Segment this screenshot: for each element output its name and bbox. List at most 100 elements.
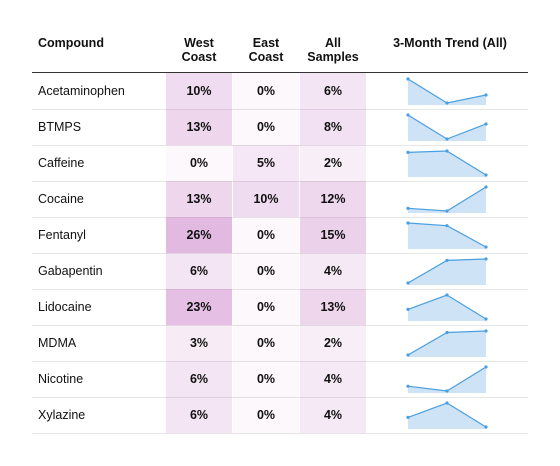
sparkline-point bbox=[445, 293, 449, 297]
sparkline-area bbox=[408, 331, 486, 357]
cell-compound: Acetaminophen bbox=[38, 84, 125, 98]
cell-east: 0% bbox=[233, 253, 299, 289]
sparkline-point bbox=[484, 122, 488, 126]
sparkline-point bbox=[484, 329, 488, 333]
sparkline-point bbox=[484, 185, 488, 189]
cell-east: 0% bbox=[233, 397, 299, 433]
trend-sparkline bbox=[406, 329, 488, 357]
cell-east: 5% bbox=[233, 145, 299, 181]
trend-sparkline bbox=[406, 293, 488, 321]
sparkline-area bbox=[408, 187, 486, 213]
table-row: Acetaminophen 10% 0% 6% bbox=[32, 73, 528, 110]
cell-west: 6% bbox=[166, 361, 232, 397]
cell-compound: BTMPS bbox=[38, 120, 82, 134]
header-trend: 3-Month Trend (All) bbox=[393, 36, 507, 50]
sparkline-point bbox=[445, 258, 449, 262]
sparkline-point bbox=[445, 149, 449, 153]
cell-east: 10% bbox=[233, 181, 299, 217]
table-row: Nicotine 6% 0% 4% bbox=[32, 361, 528, 398]
trend-sparkline bbox=[406, 185, 488, 213]
sparkline-point bbox=[406, 77, 410, 81]
cell-east: 0% bbox=[233, 325, 299, 361]
cell-all: 8% bbox=[300, 109, 366, 145]
sparkline-point bbox=[445, 330, 449, 335]
sparkline-area bbox=[408, 151, 486, 177]
cell-all: 6% bbox=[300, 73, 366, 109]
table-row: Caffeine 0% 5% 2% bbox=[32, 145, 528, 182]
header-east-coast: East Coast bbox=[233, 36, 299, 64]
sparkline-area bbox=[408, 115, 486, 141]
header-west-coast: West Coast bbox=[166, 36, 232, 64]
cell-east: 0% bbox=[233, 73, 299, 109]
table-header: Compound West Coast East Coast All Sampl… bbox=[32, 24, 528, 73]
sparkline-area bbox=[408, 259, 486, 285]
cell-all: 4% bbox=[300, 397, 366, 433]
sparkline-area bbox=[408, 79, 486, 105]
cell-all: 12% bbox=[300, 181, 366, 217]
cell-west: 13% bbox=[166, 109, 232, 145]
cell-west: 13% bbox=[166, 181, 232, 217]
cell-all: 4% bbox=[300, 361, 366, 397]
trend-sparkline bbox=[406, 401, 488, 429]
table-row: Lidocaine 23% 0% 13% bbox=[32, 289, 528, 326]
cell-east: 0% bbox=[233, 109, 299, 145]
trend-sparkline bbox=[406, 113, 488, 141]
cell-west: 3% bbox=[166, 325, 232, 361]
table-row: MDMA 3% 0% 2% bbox=[32, 325, 528, 362]
sparkline-point bbox=[445, 389, 449, 393]
sparkline-point bbox=[484, 93, 488, 97]
sparkline-area bbox=[408, 295, 486, 321]
cell-west: 26% bbox=[166, 217, 232, 253]
sparkline-point bbox=[406, 113, 410, 117]
cell-compound: Cocaine bbox=[38, 192, 84, 206]
sparkline-point bbox=[484, 425, 488, 429]
cell-east: 0% bbox=[233, 361, 299, 397]
header-west-line2: Coast bbox=[181, 50, 217, 64]
cell-compound: Nicotine bbox=[38, 372, 84, 386]
cell-west: 6% bbox=[166, 397, 232, 433]
cell-compound: Caffeine bbox=[38, 156, 85, 170]
sparkline-area bbox=[408, 367, 486, 393]
sparkline-point bbox=[445, 137, 449, 141]
sparkline-area bbox=[408, 223, 486, 249]
cell-all: 2% bbox=[300, 145, 366, 181]
table-row: Fentanyl 26% 0% 15% bbox=[32, 217, 528, 254]
header-all-samples: All Samples bbox=[300, 36, 366, 64]
table-row: BTMPS 13% 0% 8% bbox=[32, 109, 528, 146]
sparkline-point bbox=[406, 150, 410, 154]
cell-west: 0% bbox=[166, 145, 232, 181]
cell-compound: Lidocaine bbox=[38, 300, 92, 314]
sparkline-point bbox=[406, 353, 410, 357]
sparkline-point bbox=[406, 384, 410, 388]
sparkline-point bbox=[406, 307, 410, 311]
sparkline-point bbox=[445, 101, 449, 105]
cell-west: 6% bbox=[166, 253, 232, 289]
table-row: Gabapentin 6% 0% 4% bbox=[32, 253, 528, 290]
cell-west: 10% bbox=[166, 73, 232, 109]
sparkline-point bbox=[484, 257, 488, 261]
trend-sparkline bbox=[406, 257, 488, 285]
sparkline-point bbox=[445, 401, 449, 405]
sparkline-point bbox=[445, 209, 449, 213]
sparkline-point bbox=[484, 317, 488, 321]
sparkline-point bbox=[484, 365, 488, 369]
cell-east: 0% bbox=[233, 289, 299, 325]
cell-east: 0% bbox=[233, 217, 299, 253]
header-all-line1: All bbox=[325, 36, 341, 50]
cell-compound: Gabapentin bbox=[38, 264, 103, 278]
sparkline-point bbox=[406, 281, 410, 285]
cell-all: 4% bbox=[300, 253, 366, 289]
sparkline-point bbox=[484, 245, 488, 249]
sparkline-point bbox=[406, 221, 410, 225]
header-east-line1: East bbox=[252, 36, 280, 50]
header-compound: Compound bbox=[38, 36, 104, 50]
cell-compound: Fentanyl bbox=[38, 228, 86, 242]
trend-sparkline bbox=[406, 149, 488, 177]
cell-west: 23% bbox=[166, 289, 232, 325]
table-row: Xylazine 6% 0% 4% bbox=[32, 397, 528, 434]
trend-sparkline bbox=[406, 77, 488, 105]
header-west-line1: West bbox=[184, 36, 214, 50]
header-east-line2: Coast bbox=[248, 50, 284, 64]
sparkline-point bbox=[406, 415, 410, 419]
trend-sparkline bbox=[406, 365, 488, 393]
